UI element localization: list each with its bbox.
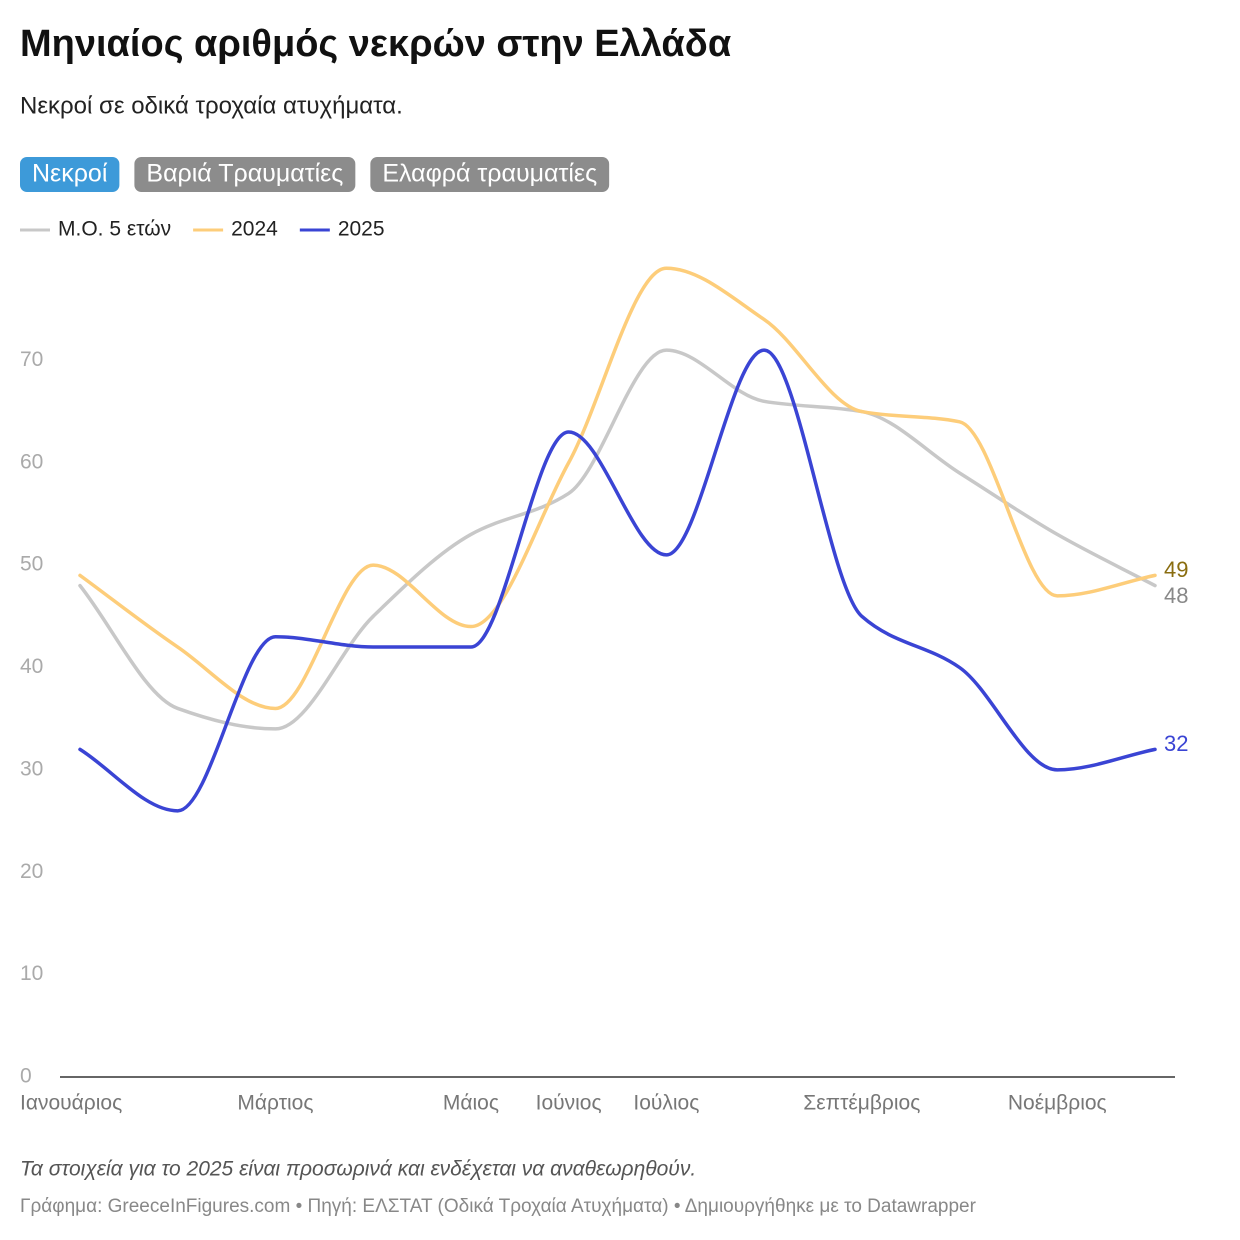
y-tick-label: 10 (20, 962, 43, 985)
tab-button[interactable] (20, 157, 120, 192)
series-line (78, 348, 1157, 813)
legend-label: 2025 (338, 218, 385, 241)
y-tick-label: 40 (20, 655, 43, 678)
y-tick-label: 50 (20, 553, 43, 576)
end-value-label: 32 (1164, 731, 1188, 756)
x-tick-label: Σεπτέμβριος (803, 1092, 920, 1115)
end-value-label: 48 (1164, 583, 1188, 608)
tab-button[interactable] (134, 157, 356, 192)
y-tick-label: 60 (20, 450, 43, 473)
tab-label[interactable]: Ελαφρά τραυματίες (382, 160, 597, 188)
chart-title: Μηνιαίος αριθμός νεκρών στην Ελλάδα (20, 23, 731, 65)
end-value-label: 49 (1164, 557, 1188, 582)
x-tick-label: Ιούνιος (536, 1092, 602, 1115)
legend-label: Μ.Ο. 5 ετών (58, 218, 171, 241)
x-tick-label: Μάιος (443, 1092, 499, 1115)
footnote: Τα στοιχεία για το 2025 είναι προσωρινά … (20, 1158, 696, 1181)
x-tick-label: Μάρτιος (237, 1092, 313, 1115)
source: Γράφημα: GreeceInFigures.com • Πηγή: ΕΛΣ… (20, 1196, 977, 1217)
y-tick-label: 70 (20, 348, 43, 371)
y-tick-label: 20 (20, 860, 43, 883)
tab-label[interactable]: Βαριά Τραυματίες (146, 160, 343, 188)
x-tick-label: Ιούλιος (633, 1092, 699, 1115)
x-tick-label: Νοέμβριος (1008, 1092, 1107, 1115)
tab-button[interactable] (370, 157, 610, 192)
y-tick-label: 0 (20, 1065, 32, 1088)
x-tick-label: Ιανουάριος (20, 1092, 122, 1115)
series-line (78, 348, 1157, 731)
series-line (78, 266, 1157, 711)
chart-subtitle: Νεκροί σε οδικά τροχαία ατυχήματα. (20, 92, 403, 119)
tab-label[interactable]: Νεκροί (32, 160, 108, 188)
legend-label: 2024 (231, 218, 278, 241)
y-tick-label: 30 (20, 757, 43, 780)
